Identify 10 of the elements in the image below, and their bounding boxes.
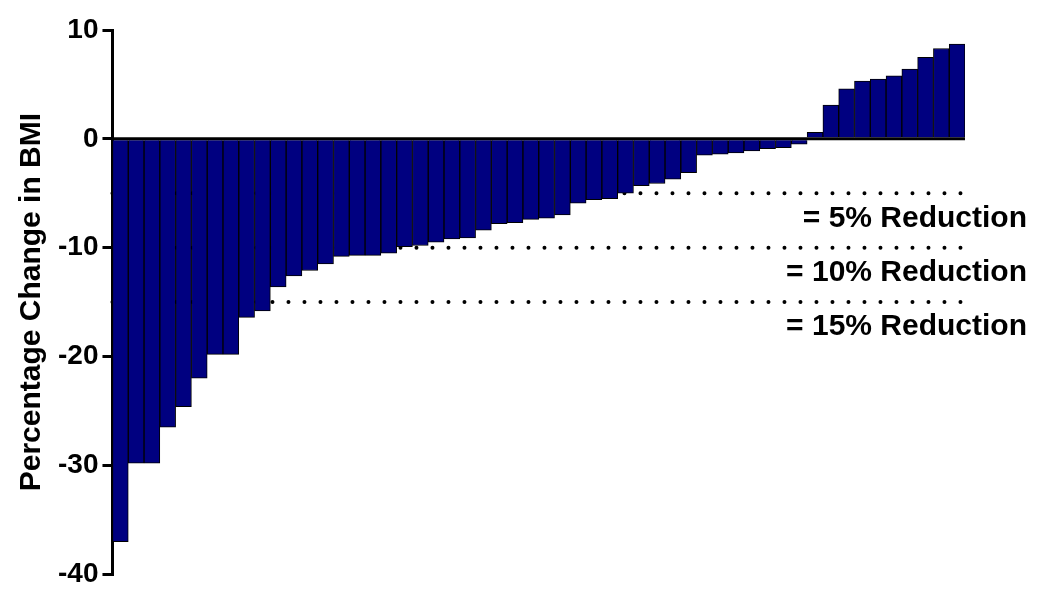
- annotation: = 5% Reduction: [802, 199, 1027, 233]
- y-tick-label: -40: [58, 556, 99, 588]
- y-tick-label: -10: [58, 230, 99, 262]
- annotation: = 15% Reduction: [786, 308, 1027, 342]
- y-tick-label: -30: [58, 448, 99, 480]
- y-tick-label: 0: [82, 121, 99, 153]
- y-axis-title: Percentage Change in BMI: [13, 112, 47, 492]
- y-tick-label: -20: [58, 339, 99, 371]
- annotation: = 10% Reduction: [786, 253, 1027, 287]
- y-tick-label: 10: [67, 12, 99, 44]
